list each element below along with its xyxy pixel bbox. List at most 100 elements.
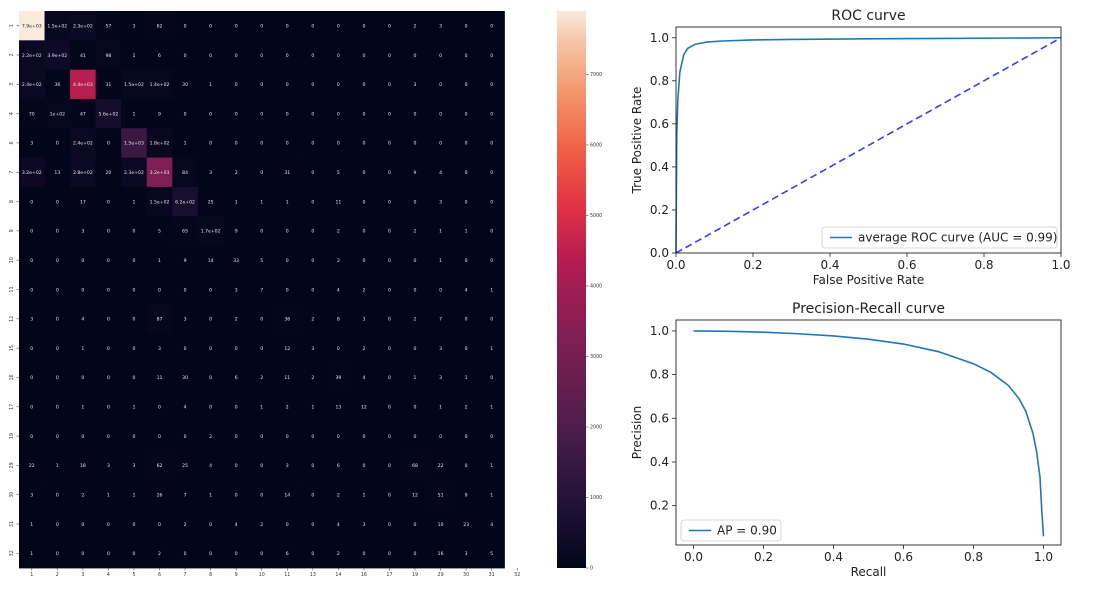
heatmap-cell-label: 0 [362,551,365,557]
heatmap-cell-label: 11 [335,199,341,205]
heatmap-cell-label: 0 [311,258,314,264]
heatmap-cell-label: 0 [337,53,340,59]
heatmap-cell-label: 4 [337,522,340,528]
heatmap-cell-label: 3.2e+02 [22,170,42,176]
heatmap-cell-label: 0 [465,170,468,176]
x-tick-label: 0.6 [894,550,913,564]
heatmap-cell-label: 7 [260,287,263,293]
heatmap-cell-label: 6 [337,463,340,469]
heatmap-cell-label: 4 [235,522,238,528]
heatmap-cell [121,98,148,129]
heatmap-cell [351,362,378,393]
heatmap-cell [325,11,352,41]
heatmap-cell [351,98,378,129]
heatmap-cell-label: 0 [362,199,365,205]
heatmap-cell-label: 0 [56,434,59,440]
heatmap-cell [453,421,480,452]
heatmap-cell-label: 0 [158,405,161,411]
heatmap-cell [427,69,454,100]
heatmap-cell-label: 3 [439,199,442,205]
heatmap-cell-label: 0 [311,229,314,235]
y-tick-label: 0.2 [650,203,669,217]
heatmap-cell [427,98,454,129]
heatmap-cell-label: 0 [235,493,238,499]
heatmap-cell-label: 0 [388,375,391,381]
heatmap-cell-label: 0 [362,23,365,29]
heatmap-cell-label: 2 [362,287,365,293]
heatmap-cell-label: 0 [107,199,110,205]
heatmap-cell-label: 2 [235,317,238,323]
heatmap-cell [197,128,224,158]
heatmap-cell [453,98,480,129]
heatmap-cell-label: 9 [235,229,238,235]
heatmap-cell-label: 0 [414,434,417,440]
heatmap-cell [19,69,45,100]
heatmap-cell [44,450,71,481]
heatmap-cell [351,40,378,71]
heatmap-cell-label: 0 [107,229,110,235]
heatmap-cell-label: 0 [388,405,391,411]
heatmap-cell [121,69,148,100]
heatmap-cell [325,480,352,510]
heatmap-cell-label: 0 [107,405,110,411]
heatmap-cell [376,128,403,158]
legend-label: average ROC curve (AUC = 0.99) [858,231,1058,245]
heatmap-cell-label: 3 [286,463,289,469]
heatmap-cell-label: 0 [362,170,365,176]
axes-frame [675,319,1062,546]
heatmap-cell [325,304,352,334]
heatmap-cell [274,157,301,188]
heatmap-cell [300,40,326,71]
heatmap-cell-label: 0 [260,493,263,499]
heatmap-cell [274,40,301,71]
heatmap-cell [427,509,454,540]
heatmap-cell-label: 84 [182,170,188,176]
y-tick-label: 0.8 [650,368,669,382]
heatmap-cell [70,480,97,510]
heatmap-cell [478,392,505,422]
heatmap-cell [300,186,326,217]
heatmap-cell [121,11,148,41]
x-tick-label: 14 [335,572,341,578]
heatmap-cell [248,392,275,422]
heatmap-cell-label: 0 [490,23,493,29]
heatmap-cell-label: 26 [157,493,163,499]
heatmap-cell [197,421,224,452]
heatmap-cell [95,304,122,334]
heatmap-cell-label: 2.4e+02 [22,82,42,88]
heatmap-cell-label: 0 [235,82,238,88]
heatmap-cell-label: 1 [414,375,417,381]
roc-curve-chart: ROC curve 0.0 0.2 0.4 0.6 0.8 1.0 0.0 0.2 0.4 0.6 0… [630,8,1071,287]
heatmap-cell [300,11,326,41]
heatmap-cell [70,157,97,188]
heatmap-cell [453,157,480,188]
heatmap-cell [70,362,97,393]
heatmap-cell-label: 1 [133,199,136,205]
heatmap-cell [402,69,429,100]
heatmap-cell-label: 0 [414,111,417,117]
heatmap-cell-label: 0 [30,258,33,264]
heatmap-cell [453,69,480,100]
heatmap-cell-label: 8 [337,317,340,323]
heatmap-cell [146,274,173,305]
heatmap-cell [172,98,199,129]
heatmap-cell [325,274,352,305]
heatmap-cell [44,69,71,100]
heatmap-cell [274,480,301,510]
heatmap-cell [95,274,122,305]
x-tick-label: 6 [158,572,161,578]
heatmap-cell [70,40,97,71]
colorbar-tick-label: 3000 [590,354,602,360]
heatmap-cell [197,40,224,71]
heatmap-cell [172,450,199,481]
heatmap-cell-label: 70 [29,111,35,117]
heatmap-cell-label: 1 [260,405,263,411]
heatmap-cell [19,157,45,188]
heatmap-cell-label: 0 [133,346,136,352]
heatmap-cell-label: 3 [133,463,136,469]
heatmap-cell [95,186,122,217]
heatmap-cell-label: 0 [56,287,59,293]
heatmap-cell [427,333,454,364]
legend-label: AP = 0.90 [717,524,777,538]
heatmap-cell-label: 0 [439,82,442,88]
